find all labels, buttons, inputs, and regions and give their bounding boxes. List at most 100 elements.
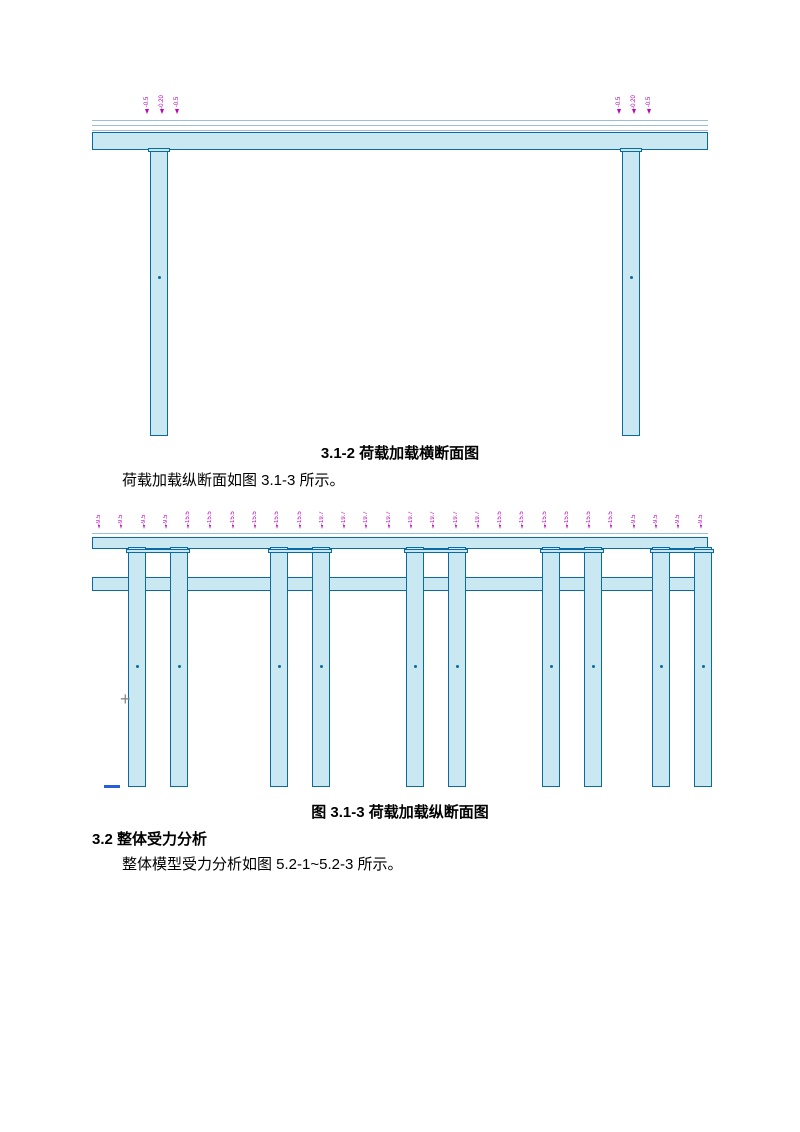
load-item: -19.7 (341, 503, 347, 529)
load-item: -19.7 (386, 503, 392, 529)
load-arrow-icon (633, 525, 635, 529)
load-arrow-icon (276, 525, 278, 529)
load-label: -0.20 (156, 95, 168, 109)
load-item: -9.5 (96, 503, 102, 529)
load-group-left: -0.5 -0.20 -0.5 (140, 96, 183, 114)
load-arrow-icon (610, 525, 612, 529)
load-label: -0.5 (613, 97, 625, 107)
load-item: -19.7 (475, 503, 481, 529)
deck-beam (92, 132, 708, 150)
load-item: -19.7 (363, 503, 369, 529)
load-item: -9.5 (631, 503, 637, 529)
load-arrow-icon (232, 525, 234, 529)
figure1-caption: 3.1-2 荷载加载横断面图 (92, 442, 708, 463)
load-arrow-icon (499, 525, 501, 529)
paragraph-1: 荷载加载纵断面如图 3.1-3 所示。 (92, 469, 708, 493)
load-group-right: -0.5 -0.20 -0.5 (612, 96, 655, 114)
load-label: -9.5 (96, 503, 102, 525)
load-label: -19.7 (386, 503, 392, 525)
load-arrow-icon (98, 525, 100, 529)
load-item: -9.5 (118, 503, 124, 529)
load-label: -15.5 (586, 503, 592, 525)
load-row: -9.5 -9.5 -9.5 -9.5 -15.5 -15.5 -15.5 -15.5 -15.… (92, 503, 708, 529)
load-arrow-icon (187, 525, 189, 529)
load-arrow-icon (299, 525, 301, 529)
load-label: -19.7 (363, 503, 369, 525)
load-label: -19.7 (430, 503, 436, 525)
load-label: -15.5 (542, 503, 548, 525)
load-item: -15.5 (252, 503, 258, 529)
load-label: -15.5 (497, 503, 503, 525)
load-arrow-icon (655, 525, 657, 529)
load-item: -15.5 (497, 503, 503, 529)
load-arrow-icon (143, 525, 145, 529)
load-item: -15.5 (586, 503, 592, 529)
cap-beam (650, 549, 714, 553)
load-label: -19.7 (341, 503, 347, 525)
load-item: -15.5 (230, 503, 236, 529)
load-label: -15.5 (274, 503, 280, 525)
load-arrow-icon (544, 525, 546, 529)
left-column (150, 150, 168, 436)
load-label: -19.7 (319, 503, 325, 525)
load-label: -15.5 (185, 503, 191, 525)
load-item: -19.7 (408, 503, 414, 529)
load-item: -19.7 (430, 503, 436, 529)
load-label: -9.5 (653, 503, 659, 525)
right-column (622, 150, 640, 436)
load-item: -19.7 (453, 503, 459, 529)
load-label: -0.5 (171, 97, 183, 107)
section-3-2-heading: 3.2 整体受力分析 (92, 828, 708, 849)
load-label: -0.5 (141, 97, 153, 107)
paragraph-2: 整体模型受力分析如图 5.2-1~5.2-3 所示。 (92, 853, 708, 877)
load-label: -15.5 (207, 503, 213, 525)
load-arrow-icon (209, 525, 211, 529)
load-label: -9.5 (141, 503, 147, 525)
load-arrow-icon (321, 525, 323, 529)
load-arrow-icon (566, 525, 568, 529)
figure-longitudinal-section: -9.5 -9.5 -9.5 -9.5 -15.5 -15.5 -15.5 -15.5 -15.… (92, 503, 708, 795)
load-arrow-icon (254, 525, 256, 529)
load-arrow-icon (588, 525, 590, 529)
load-arrow-icon (165, 525, 167, 529)
cap-beam (404, 549, 468, 553)
load-label: -15.5 (252, 503, 258, 525)
load-item: -15.5 (185, 503, 191, 529)
load-arrow-icon (410, 525, 412, 529)
load-arrow-icon (365, 525, 367, 529)
figure-cross-section: -0.5 -0.20 -0.5 -0.5 -0.20 -0.5 (92, 96, 708, 436)
load-item: -15.5 (608, 503, 614, 529)
load-arrow-icon (477, 525, 479, 529)
load-item: -9.5 (141, 503, 147, 529)
load-label: -19.7 (453, 503, 459, 525)
load-arrow-icon (677, 525, 679, 529)
load-label: -9.5 (675, 503, 681, 525)
load-label: -9.5 (118, 503, 124, 525)
load-label: -15.5 (564, 503, 570, 525)
load-arrow-icon (343, 525, 345, 529)
load-label: -15.5 (297, 503, 303, 525)
load-label: -9.5 (631, 503, 637, 525)
load-label: -9.5 (698, 503, 704, 525)
load-item: -9.5 (163, 503, 169, 529)
load-arrow-icon (120, 525, 122, 529)
load-arrow-icon (432, 525, 434, 529)
load-label: -15.5 (519, 503, 525, 525)
load-arrow-icon (700, 525, 702, 529)
load-label: -9.5 (163, 503, 169, 525)
load-item: -15.5 (519, 503, 525, 529)
cap-beam (126, 549, 190, 553)
load-label: -0.5 (643, 97, 655, 107)
load-item: -15.5 (542, 503, 548, 529)
load-item: -15.5 (207, 503, 213, 529)
load-label: -15.5 (608, 503, 614, 525)
load-arrow-icon (455, 525, 457, 529)
load-arrow-icon (521, 525, 523, 529)
load-label: -0.20 (628, 95, 640, 109)
load-label: -15.5 (230, 503, 236, 525)
cap-beam (268, 549, 332, 553)
load-label: -19.7 (475, 503, 481, 525)
load-item: -15.5 (297, 503, 303, 529)
load-label: -19.7 (408, 503, 414, 525)
load-item: -15.5 (274, 503, 280, 529)
